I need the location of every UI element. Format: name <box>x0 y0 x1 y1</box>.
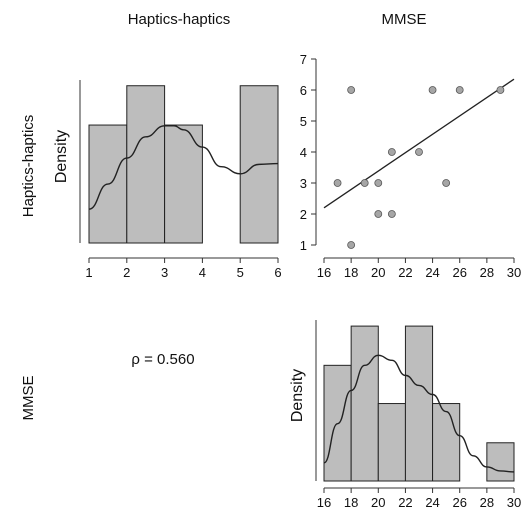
x-tick-label: 3 <box>161 265 168 280</box>
scatter-point <box>333 179 342 187</box>
histogram-bar <box>164 124 203 244</box>
histogram-bar <box>486 442 515 482</box>
regression-line <box>323 78 515 209</box>
x-tick-label: 6 <box>274 265 281 280</box>
x-tick-label: 20 <box>371 495 385 510</box>
x-tick-label: 22 <box>398 265 412 280</box>
scatter-point <box>374 210 383 218</box>
histogram-bar <box>377 403 406 482</box>
scatter-point <box>415 148 423 156</box>
x-tick-label: 2 <box>123 265 130 280</box>
x-tick-label: 28 <box>480 265 494 280</box>
mmse-histogram-panel: 16 18 20 22 24 26 28 30 Density <box>289 320 521 510</box>
x-tick-label: 28 <box>480 495 494 510</box>
x-tick-label: 16 <box>317 265 331 280</box>
y-tick-label: 3 <box>300 176 307 191</box>
scatter-point <box>360 179 369 187</box>
scatter-point <box>347 241 356 249</box>
x-tick-label: 24 <box>425 265 439 280</box>
y-tick-label: 6 <box>300 83 307 98</box>
x-tick-label: 18 <box>344 265 358 280</box>
histogram-bar <box>432 403 461 482</box>
column-title-haptics: Haptics-haptics <box>128 11 231 28</box>
density-curve <box>323 354 515 473</box>
x-tick-label: 22 <box>398 495 412 510</box>
x-tick-label: 18 <box>344 495 358 510</box>
y-tick-label: 5 <box>300 114 307 129</box>
x-tick-label: 26 <box>452 265 466 280</box>
scatter-point <box>455 86 464 94</box>
haptics-histogram-panel: 1 2 3 4 5 6 Density <box>53 80 282 280</box>
x-tick-label: 20 <box>371 265 385 280</box>
mmse-haptics-scatter-panel: 1 2 3 4 5 6 7 16 18 20 22 24 26 28 30 <box>300 52 521 280</box>
x-tick-label: 5 <box>237 265 244 280</box>
scatter-point <box>496 86 505 94</box>
row-title-haptics: Haptics-haptics <box>20 115 37 218</box>
scatter-point <box>387 148 396 156</box>
x-tick-label: 26 <box>452 495 466 510</box>
x-tick-label: 24 <box>425 495 439 510</box>
y-axis-label: Density <box>53 130 70 183</box>
x-tick-label: 1 <box>85 265 92 280</box>
y-tick-label: 1 <box>300 238 307 253</box>
scatter-point <box>428 86 437 94</box>
x-tick-label: 30 <box>507 495 521 510</box>
histogram-bar <box>126 85 166 244</box>
scatter-point <box>347 86 356 94</box>
density-curve <box>88 125 279 210</box>
y-axis-label: Density <box>289 369 306 422</box>
column-title-mmse: MMSE <box>382 11 427 28</box>
x-tick-label: 30 <box>507 265 521 280</box>
histogram-bar <box>350 325 379 482</box>
correlation-coefficient-label: ρ = 0.560 <box>131 351 194 368</box>
y-tick-label: 7 <box>300 52 307 67</box>
scatter-point <box>442 179 451 187</box>
y-tick-label: 4 <box>300 145 307 160</box>
x-tick-label: 4 <box>199 265 206 280</box>
scatter-point <box>374 179 383 187</box>
row-title-mmse: MMSE <box>20 376 37 421</box>
histogram-bar <box>404 325 434 482</box>
x-tick-label: 16 <box>317 495 331 510</box>
y-tick-label: 2 <box>300 207 307 222</box>
scatter-point <box>387 210 396 218</box>
